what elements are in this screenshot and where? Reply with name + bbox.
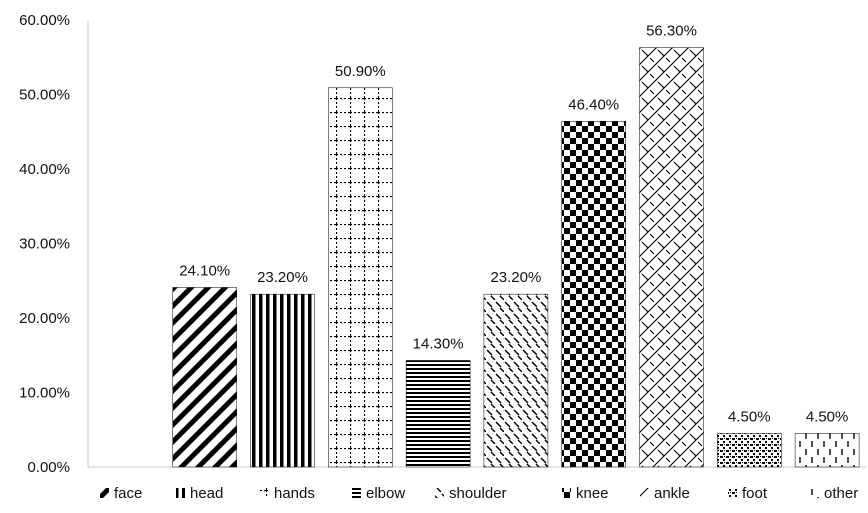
legend-swatch xyxy=(810,488,819,498)
bar xyxy=(717,433,782,468)
legend-swatch xyxy=(728,488,737,498)
data-label: 23.20% xyxy=(490,269,541,286)
legend-item: foot xyxy=(728,485,768,502)
y-tick-label: 0.00% xyxy=(27,459,70,476)
data-label: 56.30% xyxy=(646,23,697,40)
bar xyxy=(483,293,549,468)
y-tick-label: 30.00% xyxy=(19,236,70,253)
data-label: 4.50% xyxy=(728,408,771,425)
legend-swatch xyxy=(352,488,361,498)
bar xyxy=(639,47,704,468)
legend-item: hands xyxy=(260,485,315,502)
legend-label: knee xyxy=(576,485,609,502)
legend-swatch xyxy=(260,488,269,498)
data-label: 23.20% xyxy=(257,269,308,286)
legend-label: foot xyxy=(742,485,768,502)
bar xyxy=(794,433,860,468)
legend-swatch xyxy=(100,488,109,498)
legend-swatch xyxy=(640,488,649,498)
legend-label: hands xyxy=(274,485,315,502)
y-tick-label: 10.00% xyxy=(19,385,70,402)
legend-swatch xyxy=(435,488,444,498)
data-label: 24.10% xyxy=(179,262,230,279)
bar xyxy=(561,121,626,468)
legend-item: elbow xyxy=(352,485,405,502)
data-label: 4.50% xyxy=(806,408,849,425)
legend-item: ankle xyxy=(640,485,690,502)
legend-item: other xyxy=(810,485,858,502)
y-tick-label: 40.00% xyxy=(19,161,70,178)
legend-item: face xyxy=(100,485,142,502)
data-label: 14.30% xyxy=(413,335,464,352)
legend-label: ankle xyxy=(654,485,690,502)
y-tick-label: 20.00% xyxy=(19,310,70,327)
legend-item: shoulder xyxy=(435,485,507,502)
y-tick-label: 60.00% xyxy=(19,12,70,29)
data-labels: 24.10% 23.20% 50.90% 14.30% 23.20% 46.40% 56.3… xyxy=(179,23,848,426)
y-tick-label: 50.00% xyxy=(19,87,70,104)
bar xyxy=(405,360,471,468)
bars xyxy=(172,47,860,468)
data-label: 50.90% xyxy=(335,63,386,80)
bar xyxy=(250,293,315,468)
legend: face head hands elbow shoulder knee ankle foot o… xyxy=(100,485,858,502)
legend-label: shoulder xyxy=(449,485,507,502)
legend-label: elbow xyxy=(366,485,405,502)
legend-item: head xyxy=(176,485,223,502)
bar xyxy=(328,87,393,468)
legend-swatch xyxy=(562,488,571,498)
legend-label: other xyxy=(824,485,858,502)
y-axis: 0.00% 10.00% 20.00% 30.00% 40.00% 50.00% 60.00… xyxy=(19,12,89,476)
legend-swatch xyxy=(176,488,185,498)
legend-label: head xyxy=(190,485,223,502)
legend-label: face xyxy=(114,485,142,502)
data-label: 46.40% xyxy=(568,96,619,113)
legend-item: knee xyxy=(562,485,609,502)
bar xyxy=(172,287,237,468)
